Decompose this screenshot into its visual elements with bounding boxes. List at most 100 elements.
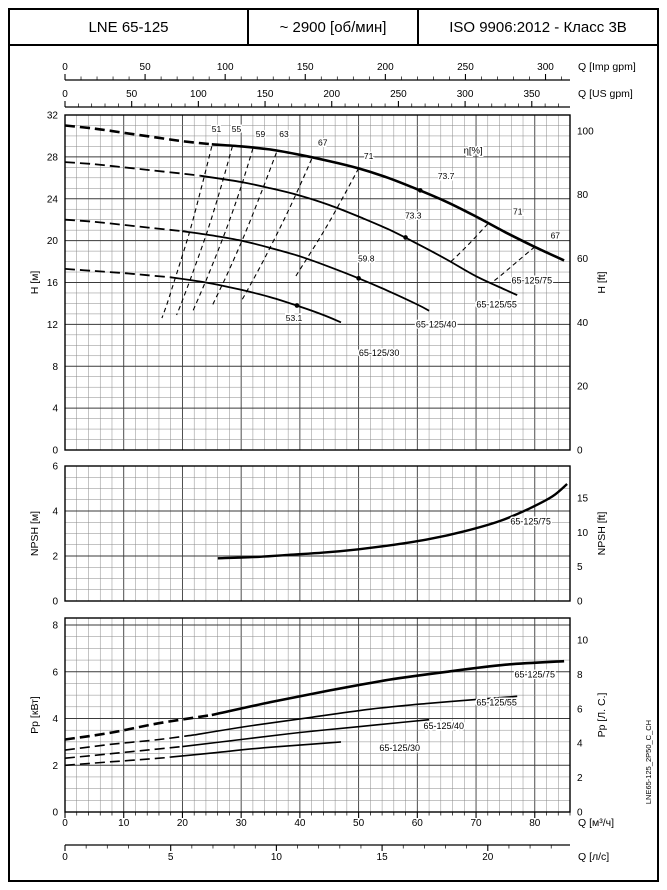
y-tick-label-left: 6 (52, 462, 58, 473)
head-chart: 51 55 59 63 67 71 η[%] 73.7 73.3 71 67 59.8 53.1 65-1… (29, 111, 608, 457)
curve-label: 71 (364, 151, 374, 161)
x-tick-label: 250 (390, 89, 407, 100)
pump-speed: ~ 2900 [об/мин] (247, 10, 417, 44)
title-block: LNE 65-125 ~ 2900 [об/мин] ISO 9906:2012… (8, 8, 659, 46)
npsh-frame (64, 465, 571, 602)
power-curve-65-125-30 (170, 741, 342, 758)
y-tick-label-left: 0 (52, 808, 58, 819)
x-tick-label: 150 (257, 89, 274, 100)
efficiency-point-dot (294, 303, 300, 308)
efficiency-contour-71-right (450, 223, 489, 263)
head-curve-65-125-30-low-flow (64, 268, 171, 279)
curve-label: 71 (513, 206, 523, 216)
y-tick-label-right: 100 (577, 126, 594, 137)
efficiency-contour-63 (211, 152, 277, 307)
y-tick-label-right: 0 (577, 808, 583, 819)
x-tick-label: 5 (168, 852, 174, 863)
x-tick-label: 50 (126, 89, 138, 100)
curve-label: 65-125/75 (512, 276, 553, 286)
curve-label: 67 (551, 231, 561, 241)
head-curve-65-125-55 (199, 174, 518, 296)
x-axis-title: Q [US gpm] (578, 88, 633, 100)
x-tick-label: 0 (62, 89, 68, 100)
power-curve-65-125-30-low-flow (64, 756, 171, 767)
head-curve-65-125-55-low-flow (64, 161, 201, 177)
y-tick-label-left: 2 (52, 761, 58, 772)
power-curve-65-125-55 (194, 695, 518, 736)
efficiency-point-dot (356, 276, 361, 281)
x-tick-label: 0 (62, 818, 68, 829)
y-tick-label-left: 8 (52, 621, 58, 632)
flow-axis-0: 0 50 100 150 200 250 300 Q [Imp gpm] (62, 61, 636, 81)
curve-label: 65-125/55 (476, 698, 517, 708)
power-curve-65-125-55-low-flow (64, 734, 195, 751)
y-tick-label-left: 8 (52, 362, 58, 373)
y-tick-label-right: 10 (577, 636, 589, 647)
curve-label: 67 (318, 137, 328, 147)
y-tick-label-left: 16 (47, 278, 59, 289)
efficiency-contour-67 (240, 158, 313, 302)
pump-model: LNE 65-125 (88, 18, 169, 36)
y-tick-label-left: 0 (52, 446, 58, 457)
y-tick-label-right: 15 (577, 494, 589, 505)
y-tick-label-left: 28 (47, 152, 59, 163)
head-curve-65-125-75 (211, 143, 565, 262)
efficiency-point-dot (417, 188, 423, 193)
y-tick-label-left: 4 (52, 507, 58, 518)
y-tick-label-left: 4 (52, 404, 58, 415)
drawing-code: LNE65-125_2P50_C_CH (644, 720, 653, 804)
x-tick-label: 200 (377, 62, 394, 73)
curve-label: 51 (212, 124, 222, 134)
head-curve-65-125-40 (182, 230, 430, 312)
x-tick-label: 70 (470, 818, 482, 829)
x-tick-label: 60 (412, 818, 424, 829)
y-tick-label-right: 0 (577, 597, 583, 608)
x-axis-title: Q [Imp gpm] (578, 61, 636, 73)
curve-label: 65-125/40 (416, 320, 457, 330)
npsh-chart: 65-125/75 0 2 4 6 0 5 10 15 NPSH [м] NPSH [ft] (29, 462, 608, 608)
power-frame (64, 617, 571, 813)
flow-axis-bottom-0: 0 10 20 30 40 50 60 70 80 Q [м³/ч] (62, 812, 614, 829)
curve-label: 63 (279, 129, 289, 139)
power-chart: 65-125/75 65-125/55 65-125/40 65-125/30 0 2 4 6… (29, 617, 608, 819)
x-tick-label: 0 (62, 62, 68, 73)
power-curve-65-125-75 (211, 659, 565, 717)
y-tick-label-left: 2 (52, 552, 58, 563)
head-curve-65-125-40-low-flow (64, 218, 183, 233)
x-tick-label: 10 (271, 852, 283, 863)
test-standard: ISO 9906:2012 - Класс 3В (417, 10, 657, 44)
y-axis-title-left: Pp [кВт] (29, 696, 41, 734)
x-tick-label: 50 (353, 818, 365, 829)
x-tick-label: 100 (190, 89, 207, 100)
x-axis-title: Q [л/с] (578, 851, 609, 863)
curve-label: 65-125/30 (379, 743, 420, 753)
y-tick-label-right: 10 (577, 528, 589, 539)
y-tick-label-right: 4 (577, 739, 583, 750)
curve-label: 65-125/75 (514, 670, 555, 680)
x-tick-label: 50 (140, 62, 152, 73)
y-tick-label-left: 20 (47, 236, 59, 247)
x-tick-label: 10 (118, 818, 130, 829)
y-tick-label-right: 60 (577, 254, 589, 265)
npsh-curve-65-125-75 (217, 483, 568, 560)
curve-label: 73.3 (405, 211, 422, 221)
x-tick-label: 250 (457, 62, 474, 73)
x-tick-label: 200 (323, 89, 340, 100)
curve-label: 65-125/55 (476, 300, 517, 310)
y-tick-label-right: 2 (577, 773, 583, 784)
power-curve-65-125-75-low-flow (64, 713, 213, 741)
y-tick-label-left: 6 (52, 667, 58, 678)
curve-label: 55 (232, 124, 242, 134)
y-tick-label-left: 4 (52, 714, 58, 725)
x-tick-label: 300 (457, 89, 474, 100)
power-curve-65-125-40-low-flow (64, 745, 183, 759)
x-tick-label: 0 (62, 852, 68, 863)
x-axis-title: Q [м³/ч] (578, 817, 614, 829)
y-axis-title-left: H [м] (29, 271, 41, 295)
y-tick-label-left: 32 (47, 111, 59, 122)
head-curve-65-125-75-low-flow (64, 124, 212, 146)
y-axis-title-right: NPSH [ft] (596, 512, 608, 556)
y-tick-label-right: 0 (577, 446, 583, 457)
